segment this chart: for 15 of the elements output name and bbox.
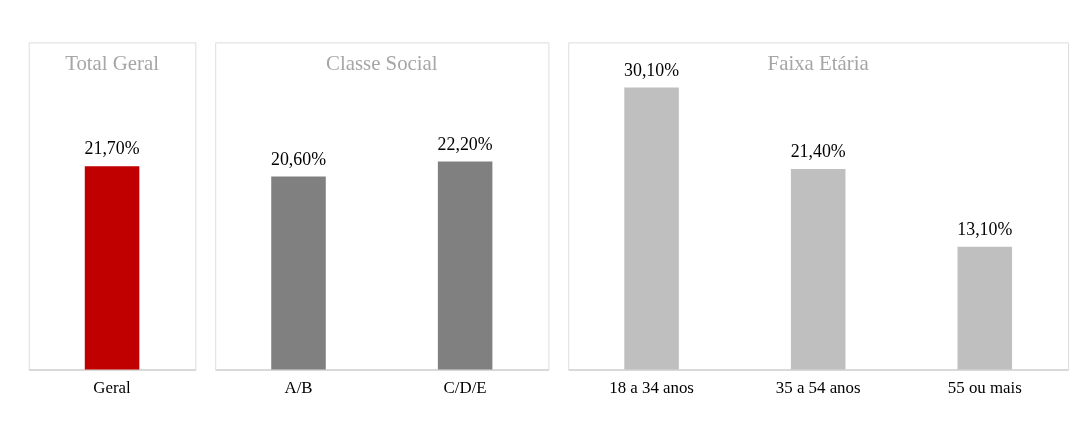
x-tick-label: Geral bbox=[93, 377, 132, 397]
data-label: 30,10% bbox=[624, 59, 680, 80]
x-tick-label: C/D/E bbox=[443, 377, 487, 397]
chart-title: Classe Social bbox=[326, 51, 438, 76]
x-tick-label: 55 ou mais bbox=[947, 377, 1022, 397]
x-tick-label: A/B bbox=[284, 377, 313, 397]
chart-title: Faixa Etária bbox=[767, 51, 869, 76]
x-tick-label: 35 a 54 anos bbox=[775, 377, 861, 397]
data-label: 20,60% bbox=[271, 148, 327, 169]
data-label: 13,10% bbox=[957, 218, 1013, 239]
data-label: 22,20% bbox=[437, 133, 493, 154]
x-tick-label: 18 a 34 anos bbox=[609, 377, 694, 397]
data-label: 21,40% bbox=[790, 141, 846, 162]
data-label: 21,70% bbox=[84, 138, 140, 159]
chart-title: Total Geral bbox=[65, 51, 160, 76]
